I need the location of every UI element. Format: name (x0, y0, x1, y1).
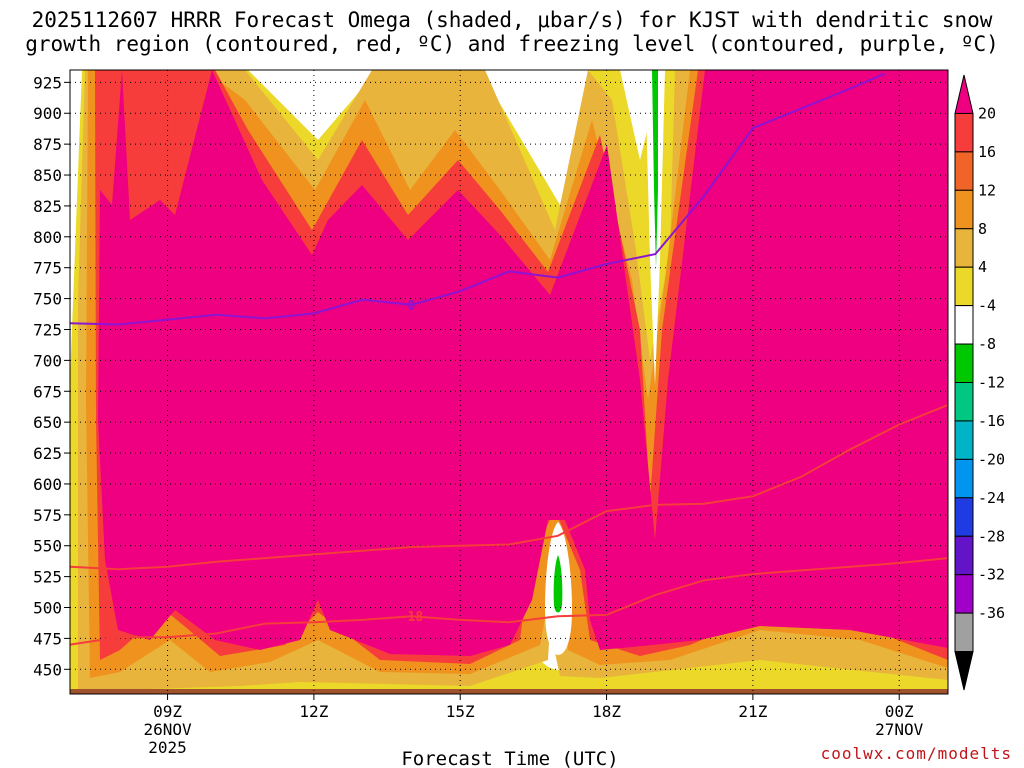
colorbar-tick-label: 8 (978, 220, 987, 238)
chart-title-line-1: 2025112607 HRRR Forecast Omega (shaded, … (31, 8, 993, 32)
y-tick-label: 700 (33, 351, 62, 370)
colorbar-swatch (954, 343, 974, 383)
x-tick-label: 09Z (153, 702, 182, 721)
y-tick-label: 450 (33, 660, 62, 679)
y-tick-label: 475 (33, 629, 62, 648)
y-tick-label: 525 (33, 568, 62, 587)
colorbar-swatch (954, 497, 974, 537)
colorbar-swatch (954, 612, 974, 653)
colorbar-swatch (954, 189, 974, 230)
y-tick-label: 550 (33, 537, 62, 556)
contour-1 (70, 403, 948, 571)
colorbar-cap-bottom (954, 651, 974, 691)
omega-negative-pocket-19z (652, 70, 658, 268)
grid-lines (70, 70, 948, 694)
colorbar-tick-label: -32 (978, 566, 1005, 584)
x-tick-label: 26NOV (143, 720, 192, 739)
contour-0 (70, 557, 948, 646)
colorbar-tick-label: -24 (978, 489, 1005, 507)
x-tick-label: 2025 (148, 738, 187, 757)
colorbar-swatch (954, 574, 974, 614)
omega-shading (70, 70, 948, 694)
contour-lines: -18 0 (70, 72, 948, 646)
x-tick-label: 27NOV (875, 720, 924, 739)
y-tick-label: 800 (33, 228, 62, 247)
y-axis: 450 475 500 525 550 575 600 625 650 675 700 725 750 7… (33, 73, 70, 679)
colorbar-tick-label: 16 (978, 143, 996, 161)
x-tick-label: 15Z (446, 702, 475, 721)
colorbar-swatch (954, 382, 974, 422)
y-tick-label: 675 (33, 382, 62, 401)
y-tick-label: 775 (33, 259, 62, 278)
plot-frame (69, 69, 949, 695)
x-tick-label: 21Z (738, 702, 767, 721)
y-tick-label: 900 (33, 104, 62, 123)
y-tick-label: 575 (33, 506, 62, 525)
chart-title-line-2: growth region (contoured, red, ºC) and f… (25, 32, 999, 56)
y-tick-label: 725 (33, 320, 62, 339)
y-tick-label: 500 (33, 599, 62, 618)
y-tick-label: 650 (33, 413, 62, 432)
x-axis-label: Forecast Time (UTC) (401, 748, 618, 768)
omega-negative-pocket-17z (553, 555, 563, 613)
colorbar: 20 16 12 8 4 -4 -8 -12 -16 -20 -24 -28 -32 -36 (954, 74, 1005, 691)
y-tick-label: 825 (33, 197, 62, 216)
colorbar-tick-label: -4 (978, 297, 996, 315)
y-tick-label: 750 (33, 290, 62, 309)
colorbar-swatch (954, 266, 974, 307)
colorbar-swatch (954, 458, 974, 499)
y-tick-label: 850 (33, 166, 62, 185)
y-tick-label: 600 (33, 475, 62, 494)
chart-title: 2025112607 HRRR Forecast Omega (shaded, … (0, 8, 1024, 56)
plot-area: -18 0 (69, 69, 949, 695)
colorbar-tick-label: -16 (978, 412, 1005, 430)
colorbar-swatch (954, 151, 974, 191)
contour-2 (70, 72, 885, 326)
colorbar-swatch (954, 112, 974, 153)
colorbar-tick-label: 12 (978, 181, 996, 199)
colorbar-cap-top (954, 74, 974, 114)
colorbar-tick-label: 20 (978, 104, 996, 122)
colorbar-tick-label: -28 (978, 527, 1005, 545)
colorbar-tick-label: -8 (978, 335, 996, 353)
x-tick-label: 18Z (592, 702, 621, 721)
colorbar-tick-label: 4 (978, 258, 987, 276)
colorbar-tick-label: -36 (978, 604, 1005, 622)
colorbar-tick-label: -20 (978, 450, 1005, 468)
y-tick-label: 875 (33, 135, 62, 154)
contour-label: -18 (400, 610, 424, 625)
colorbar-swatch (954, 228, 974, 268)
y-tick-label: 925 (33, 73, 62, 92)
colorbar-tick-label: -12 (978, 374, 1005, 392)
credit-text: coolwx.com/modelts (820, 744, 1012, 763)
terrain-strip (70, 689, 948, 694)
x-tick-label: 12Z (299, 702, 328, 721)
x-tick-label: 00Z (885, 702, 914, 721)
colorbar-swatch (954, 535, 974, 576)
y-tick-label: 625 (33, 444, 62, 463)
colorbar-swatch (954, 420, 974, 460)
colorbar-swatch (954, 305, 974, 345)
contour-label: 0 (408, 299, 416, 314)
omega-band-gt-20 (98, 70, 948, 656)
